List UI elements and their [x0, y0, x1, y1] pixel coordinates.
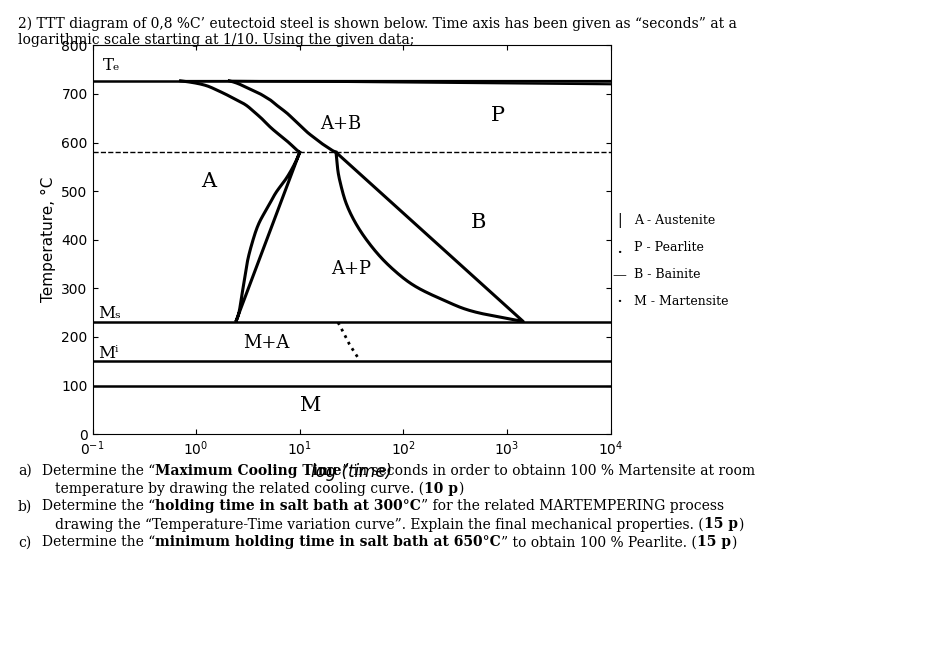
Text: 15 p: 15 p — [704, 517, 737, 531]
Text: minimum holding time in salt bath at 650°C: minimum holding time in salt bath at 650… — [155, 535, 501, 550]
Text: A: A — [202, 172, 216, 191]
Text: 2) TTT diagram of 0,8 %C’ eutectoid steel is shown below. Time axis has been giv: 2) TTT diagram of 0,8 %C’ eutectoid stee… — [18, 16, 737, 47]
Text: c): c) — [18, 535, 31, 550]
Text: drawing the “Temperature-Time variation curve”. Explain the final mechanical pro: drawing the “Temperature-Time variation … — [55, 517, 704, 532]
Text: holding time in salt bath at 300°C: holding time in salt bath at 300°C — [155, 500, 421, 513]
Text: M: M — [300, 397, 321, 415]
Text: M+A: M+A — [242, 334, 290, 352]
X-axis label: log (time): log (time) — [311, 463, 392, 481]
Text: ” in seconds in order to obtainn 100 % Martensite at room: ” in seconds in order to obtainn 100 % M… — [341, 463, 755, 478]
Text: Mₛ: Mₛ — [98, 305, 120, 322]
Text: temperature by drawing the related cooling curve. (: temperature by drawing the related cooli… — [55, 481, 424, 496]
Text: |: | — [618, 213, 622, 228]
Text: ): ) — [458, 481, 463, 496]
Text: a): a) — [18, 463, 31, 478]
Text: 15 p: 15 p — [697, 535, 731, 550]
Text: Tₑ: Tₑ — [103, 57, 120, 75]
Text: B: B — [471, 213, 486, 232]
Text: P: P — [491, 106, 505, 125]
Text: ” to obtain 100 % Pearlite. (: ” to obtain 100 % Pearlite. ( — [501, 535, 697, 550]
Text: Maximum Cooling Time: Maximum Cooling Time — [155, 463, 341, 478]
Text: P - Pearlite: P - Pearlite — [634, 241, 704, 254]
Text: A+P: A+P — [331, 260, 371, 278]
Text: Determine the “: Determine the “ — [42, 535, 155, 550]
Text: b): b) — [18, 500, 32, 513]
Text: Determine the “: Determine the “ — [42, 500, 155, 513]
Text: .: . — [617, 238, 623, 257]
Text: —: — — [612, 268, 627, 282]
Text: Determine the “: Determine the “ — [42, 463, 155, 478]
Text: A+B: A+B — [320, 115, 362, 133]
Text: Mⁱ: Mⁱ — [98, 345, 118, 362]
Y-axis label: Temperature, °C: Temperature, °C — [41, 177, 56, 303]
Text: ” for the related MARTEMPERING process: ” for the related MARTEMPERING process — [421, 500, 724, 513]
Text: ): ) — [737, 517, 743, 531]
Text: ): ) — [731, 535, 736, 550]
Text: A - Austenite: A - Austenite — [634, 214, 715, 227]
Text: B - Bainite: B - Bainite — [634, 268, 700, 281]
Text: M - Martensite: M - Martensite — [634, 295, 728, 308]
Text: ·: · — [617, 293, 623, 311]
Text: 10 p: 10 p — [424, 481, 458, 496]
